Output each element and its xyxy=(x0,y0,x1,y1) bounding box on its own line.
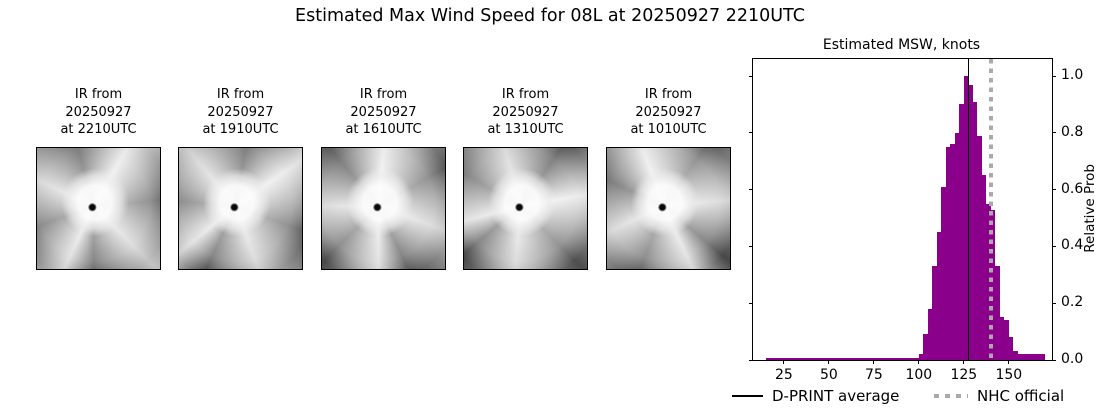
ir-label-line2: 20250927 xyxy=(65,104,132,120)
legend-solid-line-sample xyxy=(732,395,763,397)
ir-panel-label: IR from 20250927 at 1310UTC xyxy=(453,86,598,139)
ir-label-line2: 20250927 xyxy=(350,104,417,120)
y-tick-label: 0.8 xyxy=(1061,123,1084,140)
x-tick-label: 150 xyxy=(995,367,1023,383)
x-tick xyxy=(1008,360,1010,364)
histogram-bar xyxy=(959,104,964,360)
ir-satellite-image xyxy=(606,147,731,270)
y-tick xyxy=(1052,359,1056,361)
histogram-bar xyxy=(936,232,942,360)
y-tick xyxy=(749,359,753,361)
ir-label-line3: at 2210UTC xyxy=(60,122,137,137)
histogram-bar xyxy=(950,144,955,360)
x-tick-label: 75 xyxy=(864,367,883,383)
y-tick xyxy=(1052,132,1056,134)
histogram-bar xyxy=(977,135,982,360)
ir-label-line1: IR from xyxy=(501,87,550,102)
histogram-bar xyxy=(981,175,987,360)
histogram-bar xyxy=(918,354,924,360)
histogram-bar xyxy=(927,308,933,360)
x-tick-label: 100 xyxy=(905,367,933,383)
y-tick xyxy=(749,302,753,304)
histogram-bar xyxy=(986,203,991,360)
histogram-bar xyxy=(990,209,996,360)
y-axis-label-wrap: Relative Prob xyxy=(1082,58,1098,359)
histogram-bar xyxy=(968,84,973,360)
ir-satellite-image xyxy=(178,147,303,270)
y-tick xyxy=(1052,245,1056,247)
histogram-bar xyxy=(1017,354,1045,360)
ir-label-line1: IR from xyxy=(74,87,123,102)
x-tick-label: 50 xyxy=(819,367,838,383)
histogram-bar xyxy=(923,334,928,360)
histogram-plot: 25 50 75 100 125 150 0.0 0.2 0.4 0.6 0.8 1.0 xyxy=(749,58,1083,383)
ir-label-line1: IR from xyxy=(359,87,408,102)
histogram-bar xyxy=(1004,320,1009,360)
histogram-bar xyxy=(954,132,960,360)
ir-panel-label: IR from 20250927 at 1910UTC xyxy=(168,86,313,139)
ir-label-line3: at 1610UTC xyxy=(345,122,422,137)
histogram-bar xyxy=(963,76,969,360)
page-title: Estimated Max Wind Speed for 08L at 2025… xyxy=(295,6,805,26)
ir-label-line2: 20250927 xyxy=(635,104,702,120)
ir-satellite-image xyxy=(463,147,588,270)
nhc-official-line xyxy=(988,59,993,360)
histogram-bar xyxy=(972,101,978,360)
y-tick xyxy=(1052,75,1056,77)
y-tick xyxy=(1052,302,1056,304)
ir-label-line3: at 1310UTC xyxy=(487,122,564,137)
histogram-bar xyxy=(765,357,919,360)
ir-label-line1: IR from xyxy=(644,87,693,102)
legend-dotted-line-sample xyxy=(934,394,968,398)
x-tick xyxy=(828,360,830,364)
y-tick-label: 1.0 xyxy=(1061,67,1084,84)
ir-satellite-image xyxy=(36,147,161,270)
histogram-bar xyxy=(945,147,951,360)
chart-title: Estimated MSW, knots xyxy=(822,37,981,53)
ir-panel-label: IR from 20250927 at 1010UTC xyxy=(596,86,741,139)
histogram-bar xyxy=(941,186,946,360)
y-tick xyxy=(749,75,753,77)
ir-satellite-image xyxy=(321,147,446,270)
y-tick-label: 0.2 xyxy=(1061,294,1084,311)
histogram-bar xyxy=(932,266,937,360)
x-tick xyxy=(918,360,920,364)
histogram-bar xyxy=(1008,337,1014,360)
x-tick-label: 25 xyxy=(775,367,793,383)
x-tick xyxy=(873,360,875,364)
ir-panel-label: IR from 20250927 at 2210UTC xyxy=(26,86,171,139)
ir-label-line2: 20250927 xyxy=(207,104,274,120)
y-tick-label: 0.6 xyxy=(1061,180,1084,197)
ir-label-line3: at 1010UTC xyxy=(630,122,707,137)
ir-label-line1: IR from xyxy=(216,87,265,102)
x-tick xyxy=(783,360,785,364)
y-tick xyxy=(749,132,753,134)
y-tick xyxy=(749,245,753,247)
ir-label-line3: at 1910UTC xyxy=(202,122,279,137)
ir-panel-label: IR from 20250927 at 1610UTC xyxy=(311,86,456,139)
y-axis-label: Relative Prob xyxy=(1082,164,1098,253)
x-tick-label: 125 xyxy=(950,367,978,383)
y-tick-label: 0.0 xyxy=(1061,351,1084,367)
dprint-average-line xyxy=(967,59,970,360)
histogram-bar xyxy=(995,266,1000,360)
ir-label-line2: 20250927 xyxy=(492,104,559,120)
y-tick xyxy=(749,189,753,191)
histogram-bar xyxy=(1013,351,1018,360)
histogram-bar xyxy=(999,317,1005,360)
y-tick xyxy=(1052,189,1056,191)
legend-label-nhc-official: NHC official xyxy=(977,387,1065,405)
legend-label-dprint-average: D-PRINT average xyxy=(772,387,900,405)
y-tick-label: 0.4 xyxy=(1061,237,1084,254)
x-tick xyxy=(963,360,965,364)
